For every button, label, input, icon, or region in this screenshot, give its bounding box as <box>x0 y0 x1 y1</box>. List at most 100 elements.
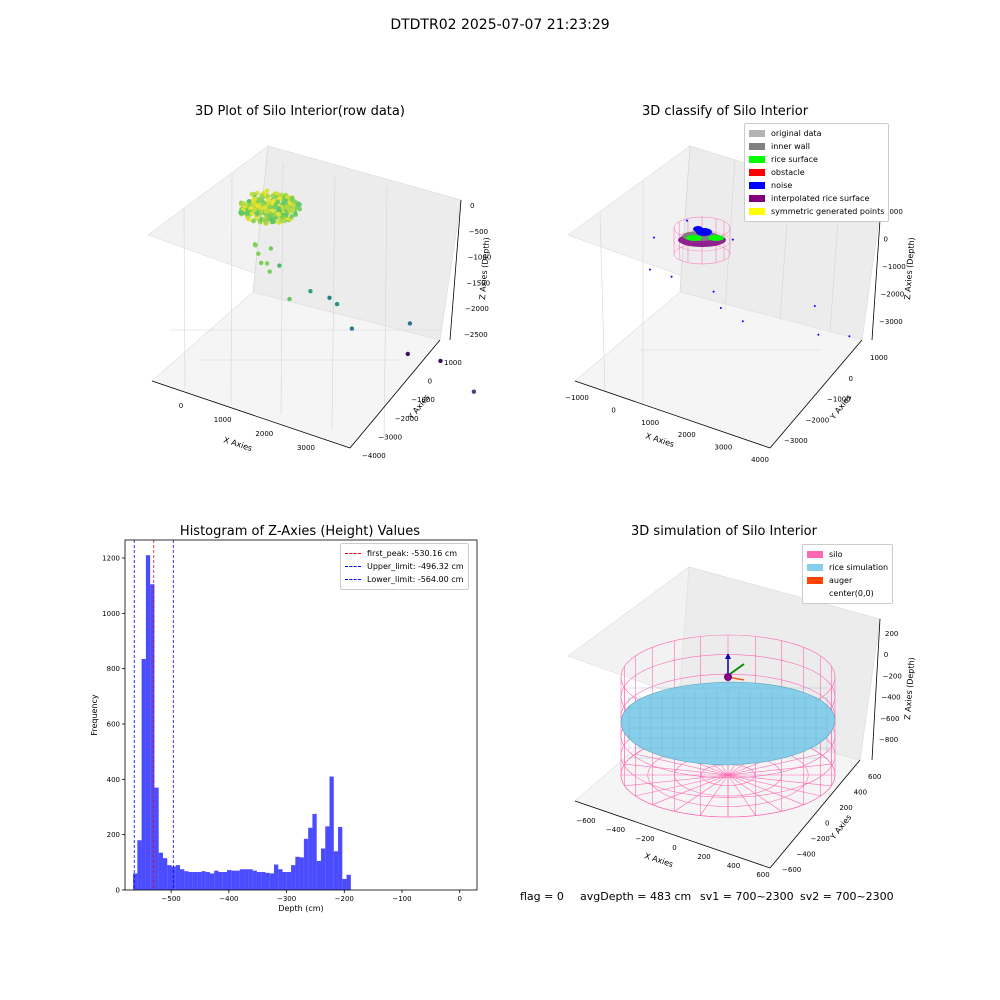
panel2-legend-item: rice surface <box>749 153 884 166</box>
panel3-ytick-label: 800 <box>107 665 120 673</box>
panel3-bars <box>133 555 351 890</box>
panel1-ztick: −500 <box>469 228 488 236</box>
panel2-noise-point <box>719 307 722 309</box>
panel1-point <box>267 269 272 274</box>
panel4-legend-item: silo <box>807 548 888 561</box>
panel4-xtick: 400 <box>727 862 740 870</box>
histogram-bar <box>265 872 270 890</box>
panel4-ytick: −200 <box>811 835 830 843</box>
panel3-title: Histogram of Z-Axies (Height) Values <box>179 524 421 539</box>
panel4-ztick: −600 <box>880 715 899 723</box>
panel2-noise-point <box>686 219 688 222</box>
panel1-axes-box <box>147 145 462 449</box>
histogram-bar <box>282 872 287 890</box>
panel4-ytick: −400 <box>796 851 815 859</box>
panel2-xtick: −1000 <box>565 394 589 402</box>
legend-swatch <box>749 208 765 215</box>
legend-swatch <box>749 195 765 202</box>
histogram-bar <box>316 860 321 890</box>
histogram-bar <box>273 864 279 890</box>
legend-line <box>345 579 361 580</box>
panel3-ytick-label: 200 <box>107 831 120 839</box>
panel2-ztick: 1000 <box>885 208 903 216</box>
histogram-bar <box>175 865 181 890</box>
histogram-bar <box>320 848 326 890</box>
panel2-xtick: 2000 <box>678 431 696 439</box>
histogram-bar <box>291 865 296 890</box>
legend-label: rice simulation <box>829 563 889 572</box>
panel1-cluster-point <box>249 191 255 197</box>
panel1-ztick: −1000 <box>468 254 492 262</box>
histogram-bar <box>269 873 274 890</box>
legend-label: Upper_limit: -496.32 cm <box>367 562 464 571</box>
panel1-ytick: −4000 <box>362 452 386 460</box>
panel3-legend-item: Lower_limit: -564.00 cm <box>345 573 464 586</box>
panel4-ztick: 0 <box>884 651 888 659</box>
sv1-text: sv1 = 700~2300 <box>700 890 794 903</box>
panel2-noise-point <box>848 335 851 338</box>
panel2-ytick: 0 <box>849 375 853 383</box>
panel1-cluster-point <box>251 218 256 224</box>
histogram-bar <box>342 878 347 890</box>
panel1-cluster-point <box>269 208 275 214</box>
panel1-point <box>268 246 274 251</box>
histogram-bar <box>286 872 292 890</box>
panel2-noise-point <box>741 320 744 323</box>
panel1-point <box>438 358 443 364</box>
panel2-legend-item: interpolated rice surface <box>749 192 884 205</box>
histogram-bar <box>248 869 253 890</box>
histogram-bar <box>278 869 283 890</box>
legend-label: original data <box>771 129 822 138</box>
panel2-legend-item: inner wall <box>749 140 884 153</box>
panel1-rice-cluster <box>238 188 303 226</box>
panel1-ztick: −2000 <box>465 305 489 313</box>
panel3-legend-item: first_peak: -530.16 cm <box>345 547 464 560</box>
panel2-noise-point <box>731 238 734 241</box>
panel1-ztick: −1500 <box>466 279 490 287</box>
panel4-title: 3D simulation of Silo Interior <box>631 524 817 539</box>
panel4-auger <box>724 653 745 681</box>
panel2-ytick: −3000 <box>784 437 808 445</box>
panel4-ytick: 200 <box>839 804 852 812</box>
panel2-ztick: −2000 <box>881 291 905 299</box>
panel4-ytick: −600 <box>782 866 801 874</box>
panel3-xticks: −500 −400 −300 −200 −100 0 <box>162 890 462 903</box>
panel1-point <box>256 251 261 256</box>
panel1-point <box>277 263 282 268</box>
panel1-ytick: 0 <box>428 378 432 386</box>
panel3-ytick-label: 600 <box>107 720 120 728</box>
histogram-bar <box>162 858 168 890</box>
histogram-bar <box>227 870 232 890</box>
panel1-cluster-point <box>290 203 296 208</box>
panel2-legend-item: obstacle <box>749 166 884 179</box>
panel4-ztick: −200 <box>883 672 902 680</box>
panel4-ztick: −400 <box>881 694 900 702</box>
histogram-bar <box>137 840 142 890</box>
histogram-bar <box>256 872 262 890</box>
panel1-cluster-point <box>297 206 303 212</box>
panel3-ytick-label: 1000 <box>102 610 120 618</box>
panel2-ztick: −3000 <box>879 318 903 326</box>
panel2-legend-item: noise <box>749 179 884 192</box>
panel1-cluster-point <box>279 214 285 220</box>
panel1-cluster-point <box>293 212 298 217</box>
histogram-bar <box>188 872 193 890</box>
avg-depth-text: avgDepth = 483 cm <box>580 890 692 903</box>
panel1-point <box>264 261 270 266</box>
panel1-xtick: 0 <box>179 402 183 410</box>
panel3-legend: first_peak: -530.16 cm Upper_limit: -496.… <box>340 543 469 590</box>
panel1-point <box>327 295 332 300</box>
histogram-bar <box>184 871 189 890</box>
panel3-xtick-label: 0 <box>457 895 461 903</box>
panel3-xtick-label: −500 <box>162 895 181 903</box>
panel4-xtick: 0 <box>672 844 676 852</box>
panel1-cluster-point <box>263 209 269 215</box>
panel1-title: 3D Plot of Silo Interior(row data) <box>195 104 405 119</box>
panel3-ytick-label: 1200 <box>102 554 120 562</box>
panel4-rice-surface <box>620 681 836 766</box>
panel2-ztick: −1000 <box>882 263 906 271</box>
panel2-zlabel: Z Axies (Depth) <box>903 237 916 300</box>
legend-label: auger <box>829 576 853 585</box>
